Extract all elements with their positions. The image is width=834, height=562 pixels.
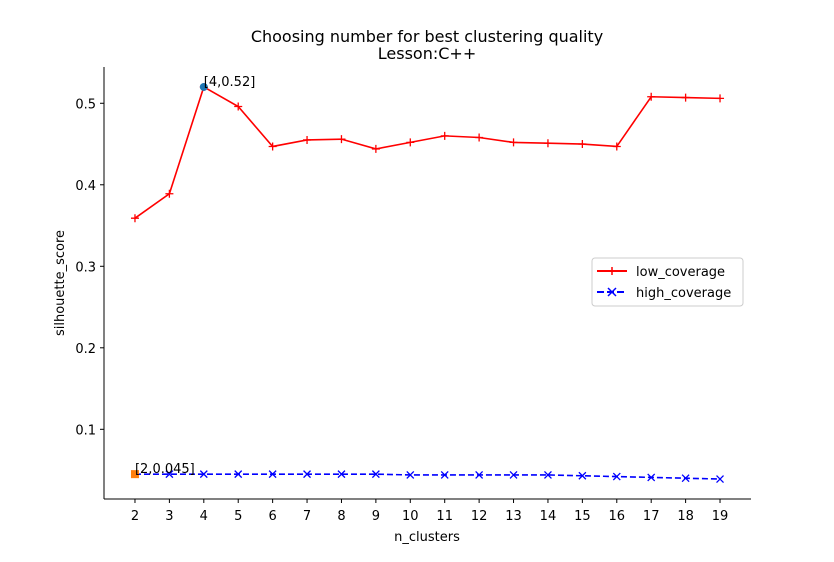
data-point-high-coverage xyxy=(199,470,208,479)
data-point-high-coverage xyxy=(303,470,312,479)
x-tick-label: 17 xyxy=(643,509,660,524)
legend-box xyxy=(591,257,744,307)
best-point-marker xyxy=(199,82,208,91)
x-tick-label: 16 xyxy=(609,509,626,524)
data-point-low-coverage xyxy=(543,139,552,148)
plus-marker-icon xyxy=(608,267,616,275)
y-tick-label: 0.2 xyxy=(75,342,96,357)
data-point-low-coverage xyxy=(268,142,277,151)
x-tick-label: 9 xyxy=(372,509,380,524)
y-tick-label: 0.3 xyxy=(75,260,96,275)
data-point-high-coverage xyxy=(509,470,518,479)
data-point-high-coverage xyxy=(475,470,484,479)
chart-title: Choosing number for best clustering qual… xyxy=(251,27,603,46)
data-point-low-coverage xyxy=(509,138,518,147)
x-tick-label: 18 xyxy=(677,509,694,524)
data-point-low-coverage xyxy=(475,133,484,142)
x-tick-label: 7 xyxy=(303,509,311,524)
data-point-high-coverage xyxy=(578,471,587,480)
data-point-high-coverage xyxy=(165,470,174,479)
data-point-low-coverage xyxy=(440,131,449,140)
x-tick-label: 6 xyxy=(268,509,276,524)
data-point-high-coverage xyxy=(268,470,277,479)
x-tick-label: 5 xyxy=(234,509,242,524)
x-tick-label: 15 xyxy=(574,509,591,524)
x-tick-label: 10 xyxy=(402,509,419,524)
series-line-low-coverage xyxy=(134,85,721,219)
x-tick-label: 14 xyxy=(540,509,557,524)
data-point-low-coverage xyxy=(612,142,621,151)
x-marker-icon xyxy=(607,287,617,297)
x-tick-label: 3 xyxy=(165,509,173,524)
data-point-low-coverage xyxy=(681,93,690,102)
x-tick-label: 2 xyxy=(131,509,139,524)
data-point-low-coverage xyxy=(337,135,346,144)
y-tick-label: 0.5 xyxy=(75,97,96,112)
data-point-low-coverage xyxy=(371,144,380,153)
data-point-low-coverage xyxy=(303,135,312,144)
data-point-high-coverage xyxy=(543,470,552,479)
x-tick-label: 8 xyxy=(337,509,345,524)
legend-entry-low-coverage: low_coverage xyxy=(597,265,725,280)
x-tick-label: 4 xyxy=(200,509,208,524)
data-point-high-coverage xyxy=(716,475,724,483)
best-point-marker xyxy=(130,470,139,479)
x-tick-label: 13 xyxy=(505,509,522,524)
data-point-low-coverage xyxy=(716,94,725,103)
data-point-high-coverage xyxy=(612,472,621,481)
data-point-high-coverage xyxy=(337,470,346,479)
x-tick-label: 12 xyxy=(471,509,488,524)
data-point-high-coverage xyxy=(406,470,415,479)
x-axis-label: n_clusters xyxy=(394,530,460,545)
annotation-label: [2,0.045] xyxy=(135,462,195,477)
data-point-high-coverage xyxy=(647,473,656,482)
legend: low_coverage high_coverage xyxy=(591,257,744,307)
data-point-low-coverage xyxy=(165,189,174,198)
data-point-low-coverage xyxy=(234,102,243,111)
plot-area: 2 3 4 5 6 7 8 9 10 11 12 13 14 15 16 17 18 19 0.1 0.2 0.3 0.4… xyxy=(75,67,751,524)
data-point-high-coverage xyxy=(681,474,690,483)
data-point-high-coverage xyxy=(440,470,449,479)
data-point-low-coverage xyxy=(406,138,415,147)
x-tick-label: 19 xyxy=(712,509,729,524)
chart-subtitle: Lesson:C++ xyxy=(378,44,476,63)
data-point-high-coverage xyxy=(234,470,243,479)
x-tick-label: 11 xyxy=(436,509,453,524)
series-line-high-coverage xyxy=(134,473,721,480)
data-point-low-coverage xyxy=(130,214,139,223)
y-tick-label: 0.1 xyxy=(75,423,96,438)
legend-entry-high-coverage: high_coverage xyxy=(597,286,731,301)
annotation-label: [4,0.52] xyxy=(204,75,256,90)
data-point-high-coverage xyxy=(371,470,380,479)
y-axis-label: silhouette_score xyxy=(53,230,68,336)
legend-label-low-coverage: low_coverage xyxy=(636,265,725,280)
data-point-low-coverage xyxy=(578,140,587,149)
legend-label-high-coverage: high_coverage xyxy=(636,286,731,301)
y-tick-label: 0.4 xyxy=(75,179,96,194)
data-point-low-coverage xyxy=(647,92,656,101)
